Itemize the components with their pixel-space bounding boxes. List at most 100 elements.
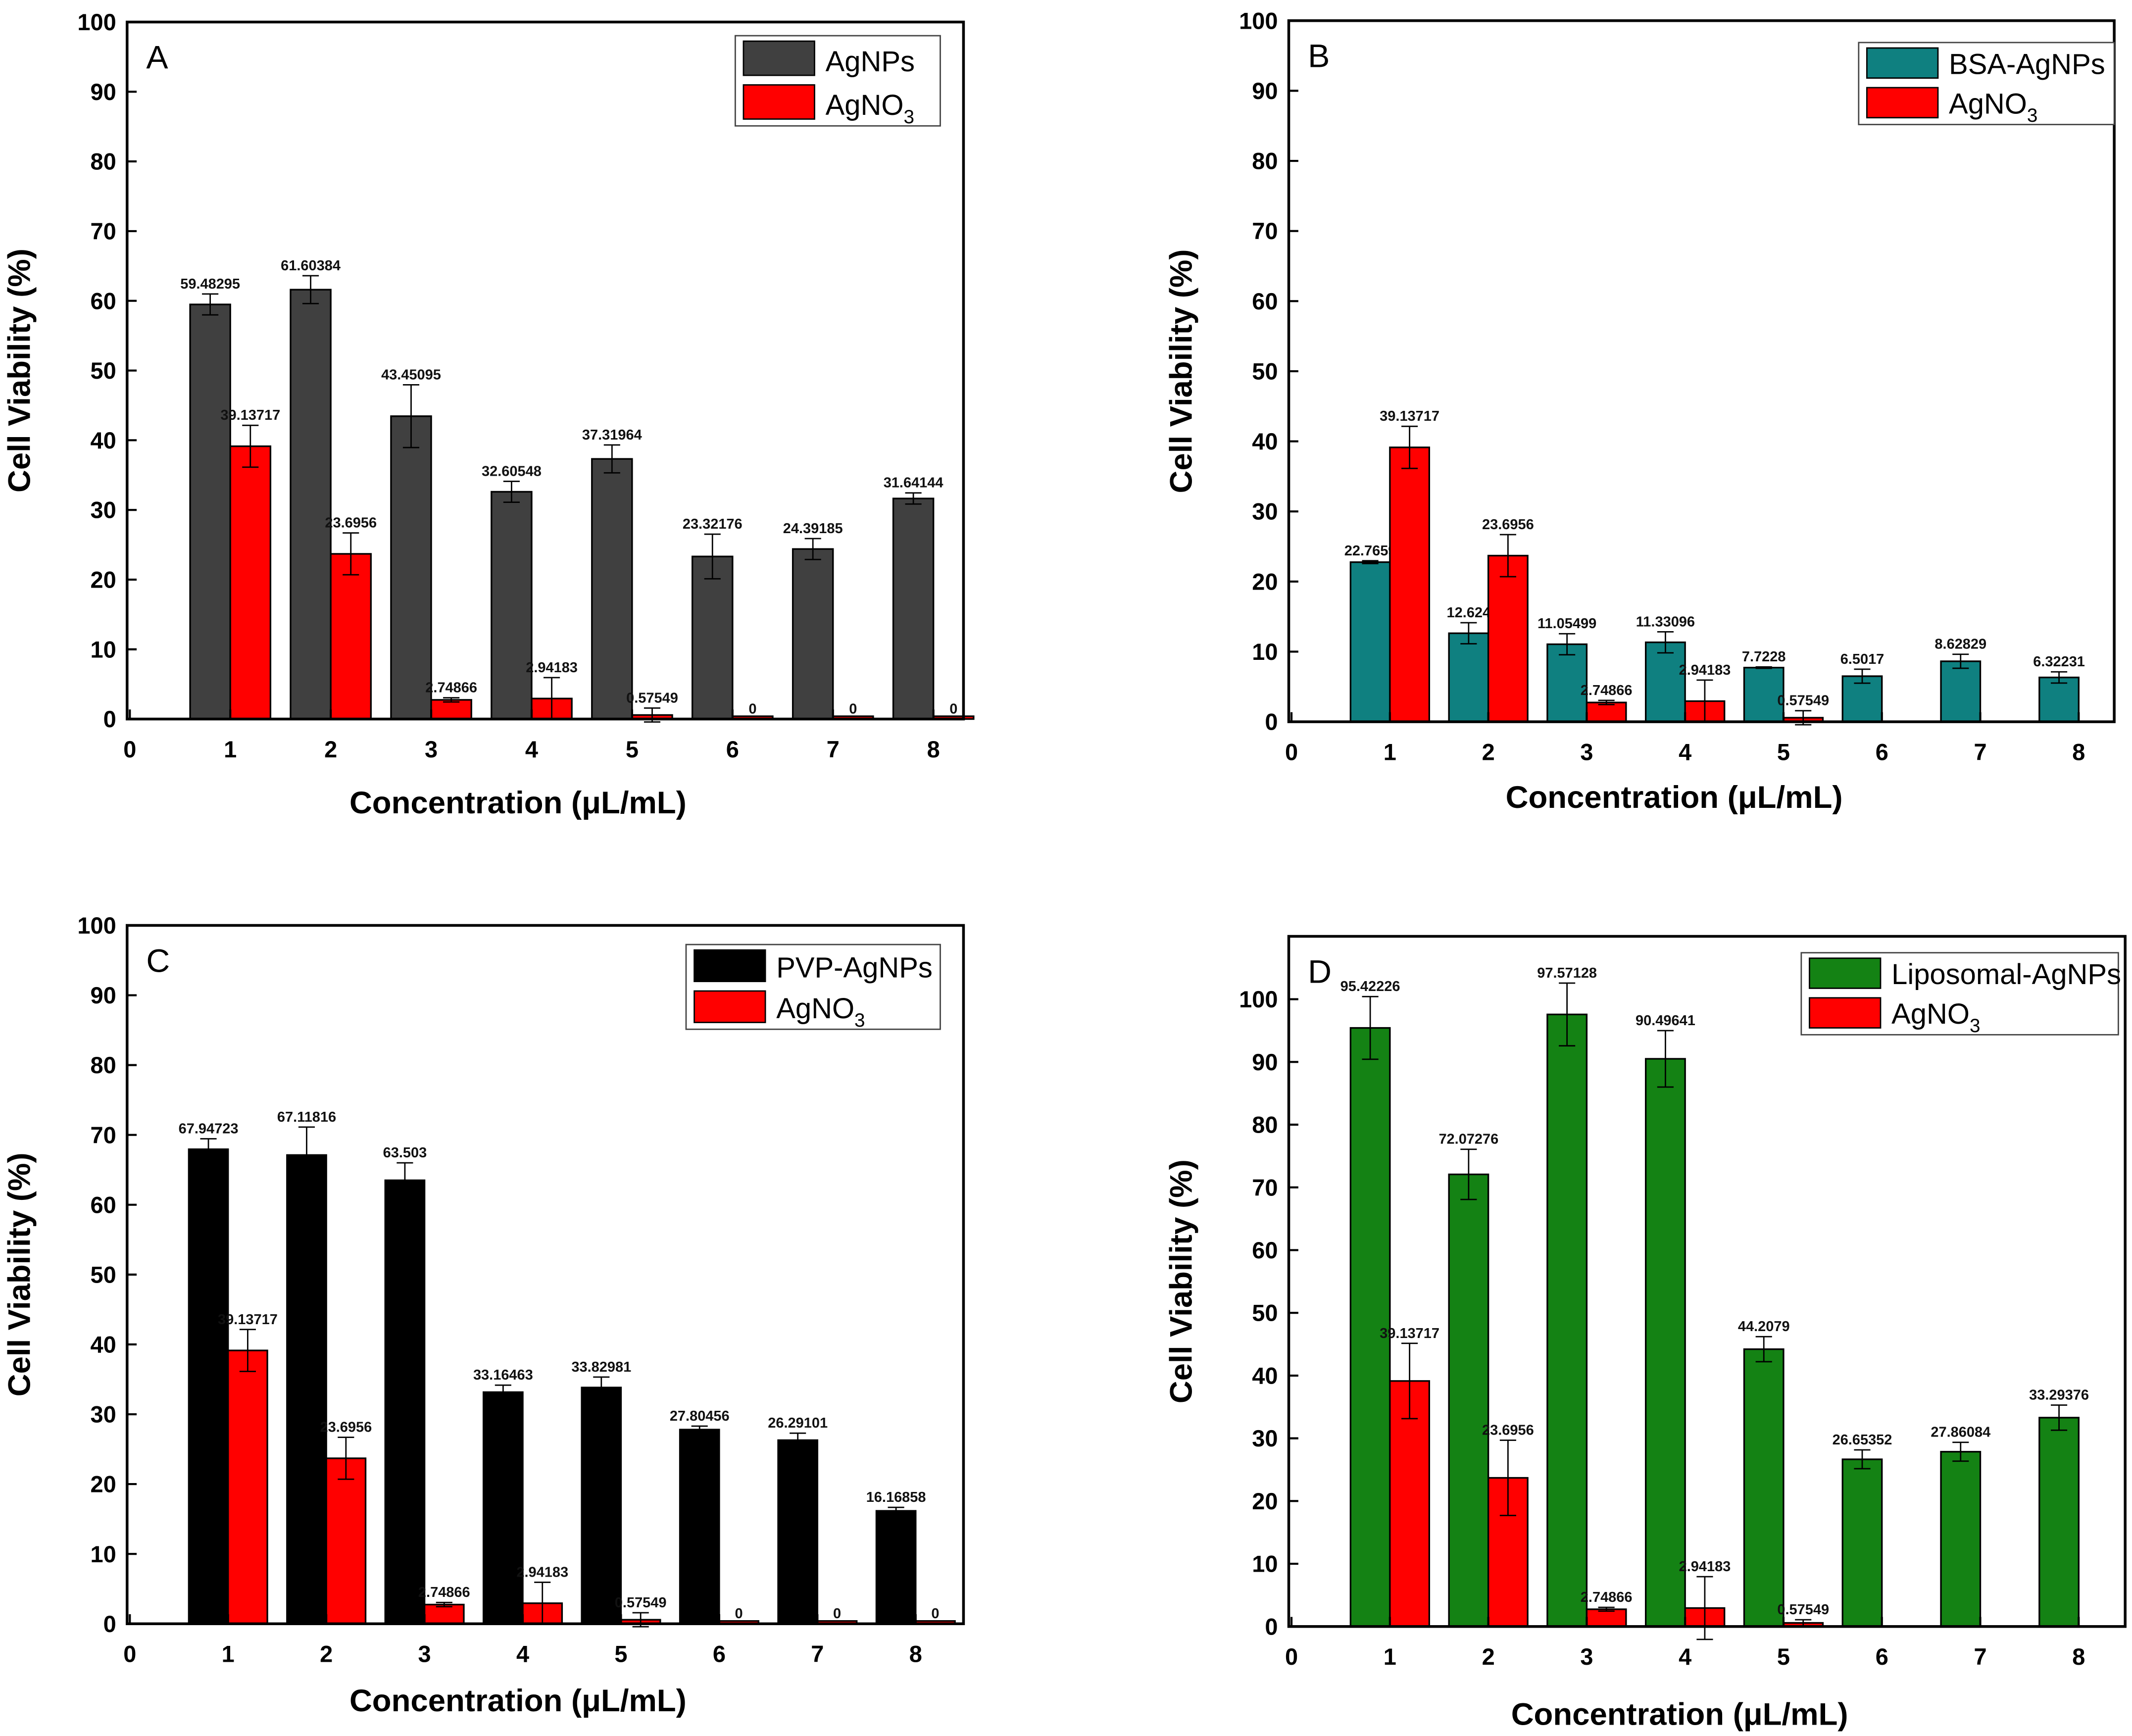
y-tick-label: 60: [90, 288, 116, 314]
data-label: 7.7228: [1742, 649, 1786, 665]
y-tick-label: 50: [1252, 1300, 1278, 1326]
bar: [692, 555, 734, 720]
y-tick-label: 60: [1252, 289, 1278, 314]
y-tick-label: 10: [1252, 639, 1278, 665]
bar: [591, 458, 633, 720]
bar: [2038, 676, 2080, 723]
chart-panel-a: 59.48295 61.60384 43.45095 32.60548 37.31964…: [2, 9, 975, 820]
legend-label-text: AgNO: [1949, 88, 2027, 120]
bar: [581, 1387, 622, 1625]
bar: [430, 699, 472, 720]
bar: [1546, 1013, 1588, 1628]
data-label: 0: [931, 1606, 939, 1622]
y-tick-label: 0: [1265, 709, 1278, 735]
data-label: 23.6956: [325, 515, 377, 531]
data-label: 90.49641: [1636, 1013, 1695, 1029]
data-label: 0.57549: [1777, 1602, 1829, 1618]
y-tick-label: 40: [90, 428, 116, 453]
data-label: 33.29376: [2029, 1387, 2089, 1403]
bar: [1448, 1173, 1489, 1628]
y-tick-label: 10: [90, 637, 116, 662]
y-axis-title: Cell Viability (%): [2, 248, 37, 493]
legend-label: AgNO3: [1891, 998, 1980, 1037]
data-label: 43.45095: [381, 367, 441, 383]
data-label: 24.39185: [783, 521, 843, 537]
data-label: 8.62829: [1934, 637, 1986, 652]
data-label: 2.94183: [1679, 662, 1731, 678]
data-label: 2.74866: [1581, 1589, 1633, 1605]
bar: [1487, 554, 1529, 723]
bar: [384, 1179, 426, 1625]
x-tick-label: 4: [525, 737, 538, 762]
y-tick-label: 40: [1252, 429, 1278, 454]
x-tick-label: 1: [222, 1641, 235, 1667]
panel-letter: B: [1308, 38, 1330, 75]
x-tick-label: 1: [1384, 1644, 1396, 1670]
x-tick-label: 2: [324, 737, 337, 762]
x-tick-label: 8: [927, 737, 940, 762]
bar: [286, 1154, 327, 1625]
legend-label-subscript: 3: [854, 1010, 865, 1031]
data-label: 63.503: [383, 1145, 427, 1161]
bar: [390, 415, 432, 720]
data-label: 2.94183: [526, 660, 578, 676]
bar: [777, 1439, 819, 1625]
y-tick-label: 60: [1252, 1238, 1278, 1263]
x-tick-label: 5: [1777, 1644, 1790, 1670]
data-label: 67.94723: [179, 1121, 239, 1137]
y-tick-label: 20: [1252, 569, 1278, 595]
x-tick-label: 8: [2072, 1644, 2085, 1670]
bar: [1586, 701, 1627, 723]
data-label: 6.32231: [2033, 654, 2085, 670]
data-label: 0.57549: [1777, 693, 1829, 709]
x-tick-label: 7: [1974, 739, 1986, 765]
y-tick-label: 90: [1252, 1049, 1278, 1075]
chart-panel-c: 67.9472367.1181663.50333.1646333.8298127…: [2, 913, 965, 1718]
bar: [792, 548, 834, 720]
data-label: 72.07276: [1438, 1132, 1498, 1147]
y-axis-title: Cell Viability (%): [2, 1152, 37, 1396]
y-tick-label: 50: [1252, 358, 1278, 384]
chart-panel-b: 22.7659 12.624 11.05499 11.33096 7.7228 6.501…: [1164, 8, 2116, 815]
data-label: 27.86084: [1931, 1425, 1990, 1440]
data-label: 2.74866: [425, 680, 477, 696]
bar: [483, 1391, 524, 1625]
y-tick-label: 10: [1252, 1551, 1278, 1577]
legend-label: PVP-AgNPs: [776, 952, 933, 984]
data-label: 0: [735, 1606, 743, 1622]
x-tick-label: 3: [1580, 739, 1593, 765]
data-label: 37.31964: [582, 427, 642, 443]
x-axis-title: Concentration (μL/mL): [1511, 1697, 1848, 1732]
x-tick-label: 5: [1777, 739, 1790, 765]
legend: BSA-AgNPs AgNO3: [1858, 42, 2115, 126]
chart-panel-d: 95.42226 72.07276 97.57128 90.49641 44.2079 2…: [1164, 935, 2127, 1732]
y-tick-label: 20: [90, 567, 116, 593]
legend: AgNPs AgNO3: [734, 35, 941, 128]
x-tick-label: 0: [123, 1641, 136, 1667]
y-tick-label: 30: [90, 497, 116, 523]
data-label: 23.6956: [1482, 517, 1534, 533]
x-tick-label: 1: [1384, 739, 1396, 765]
y-tick-label: 40: [90, 1332, 116, 1358]
y-tick-label: 30: [1252, 499, 1278, 525]
legend-swatch: [1866, 47, 1939, 79]
legend-label-text: Liposomal-AgNPs: [1891, 959, 2121, 991]
legend-label: AgNPs: [826, 46, 915, 78]
data-label: 97.57128: [1537, 965, 1597, 981]
y-tick-label: 80: [90, 149, 116, 175]
y-tick-label: 80: [1252, 1112, 1278, 1138]
legend-label-text: AgNO: [826, 90, 904, 121]
legend-label-text: AgNO: [776, 993, 854, 1025]
data-label: 61.60384: [281, 258, 341, 274]
bar: [1586, 1608, 1627, 1628]
bar: [679, 1429, 720, 1625]
x-tick-label: 4: [516, 1641, 529, 1667]
bar: [892, 497, 935, 720]
bar: [1389, 1380, 1431, 1628]
legend-label: Liposomal-AgNPs: [1891, 959, 2121, 991]
legend-swatch: [1809, 997, 1882, 1029]
data-label: 39.13717: [218, 1312, 278, 1328]
x-tick-label: 7: [827, 737, 840, 762]
bar: [325, 1457, 367, 1625]
